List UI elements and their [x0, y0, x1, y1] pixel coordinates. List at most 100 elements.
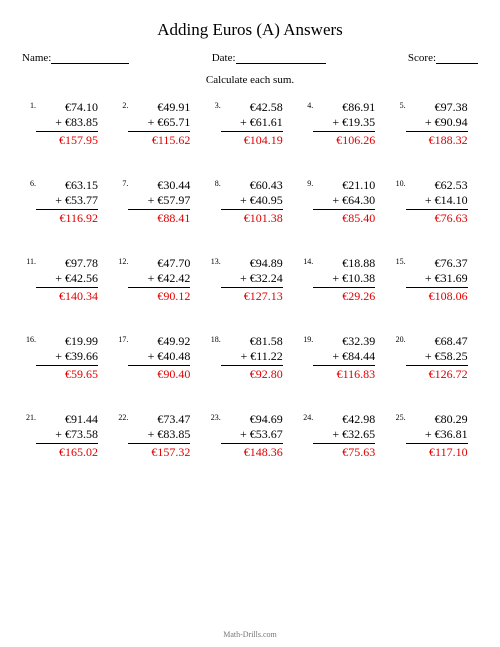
problems-grid: 1.€74.10+ €83.85€157.952.€49.91+ €65.71€… — [22, 100, 478, 460]
answer: €59.65 — [36, 366, 98, 382]
problem-stack: €42.98+ €32.65€75.63 — [313, 412, 375, 460]
answer: €115.62 — [128, 132, 190, 148]
addend-1: €94.89 — [221, 256, 283, 271]
problem-number: 12. — [114, 256, 128, 266]
problem-number: 9. — [299, 178, 313, 188]
problem-number: 10. — [392, 178, 406, 188]
problem: 22.€73.47+ €83.85€157.32 — [114, 412, 200, 460]
problem: 16.€19.99+ €39.66€59.65 — [22, 334, 108, 382]
problem: 19.€32.39+ €84.44€116.83 — [299, 334, 385, 382]
problem-stack: €81.58+ €11.22€92.80 — [221, 334, 283, 382]
problem: 4.€86.91+ €19.35€106.26 — [299, 100, 385, 148]
date-blank[interactable] — [236, 52, 326, 64]
problem: 8.€60.43+ €40.95€101.38 — [207, 178, 293, 226]
addend-2: + €10.38 — [313, 271, 375, 288]
problem-stack: €30.44+ €57.97€88.41 — [128, 178, 190, 226]
answer: €188.32 — [406, 132, 468, 148]
addend-1: €60.43 — [221, 178, 283, 193]
problem: 11.€97.78+ €42.56€140.34 — [22, 256, 108, 304]
addend-1: €62.53 — [406, 178, 468, 193]
problem: 6.€63.15+ €53.77€116.92 — [22, 178, 108, 226]
problem-stack: €76.37+ €31.69€108.06 — [406, 256, 468, 304]
name-label: Name: — [22, 52, 51, 64]
problem-number: 13. — [207, 256, 221, 266]
problem-number: 16. — [22, 334, 36, 344]
addend-2: + €11.22 — [221, 349, 283, 366]
addend-2: + €90.94 — [406, 115, 468, 132]
addend-2: + €36.81 — [406, 427, 468, 444]
problem-number: 24. — [299, 412, 313, 422]
problem-number: 6. — [22, 178, 36, 188]
answer: €75.63 — [313, 444, 375, 460]
problem-stack: €63.15+ €53.77€116.92 — [36, 178, 98, 226]
answer: €88.41 — [128, 210, 190, 226]
addend-1: €74.10 — [36, 100, 98, 115]
addend-2: + €73.58 — [36, 427, 98, 444]
footer-text: Math-Drills.com — [0, 630, 500, 639]
answer: €108.06 — [406, 288, 468, 304]
problem-stack: €94.69+ €53.67€148.36 — [221, 412, 283, 460]
problem: 5.€97.38+ €90.94€188.32 — [392, 100, 478, 148]
problem-number: 20. — [392, 334, 406, 344]
problem-number: 19. — [299, 334, 313, 344]
problem: 15.€76.37+ €31.69€108.06 — [392, 256, 478, 304]
addend-2: + €42.56 — [36, 271, 98, 288]
date-label: Date: — [212, 52, 236, 64]
problem-number: 8. — [207, 178, 221, 188]
name-blank[interactable] — [51, 52, 129, 64]
addend-1: €94.69 — [221, 412, 283, 427]
addend-1: €63.15 — [36, 178, 98, 193]
problem: 12.€47.70+ €42.42€90.12 — [114, 256, 200, 304]
problem-stack: €97.78+ €42.56€140.34 — [36, 256, 98, 304]
problem-number: 17. — [114, 334, 128, 344]
date-field: Date: — [212, 52, 326, 64]
answer: €85.40 — [313, 210, 375, 226]
name-field: Name: — [22, 52, 129, 64]
addend-1: €97.78 — [36, 256, 98, 271]
addend-1: €97.38 — [406, 100, 468, 115]
problem-number: 22. — [114, 412, 128, 422]
addend-1: €42.58 — [221, 100, 283, 115]
score-label: Score: — [408, 52, 436, 64]
answer: €106.26 — [313, 132, 375, 148]
problem-stack: €42.58+ €61.61€104.19 — [221, 100, 283, 148]
problem: 25.€80.29+ €36.81€117.10 — [392, 412, 478, 460]
addend-2: + €42.42 — [128, 271, 190, 288]
answer: €116.92 — [36, 210, 98, 226]
addend-1: €49.92 — [128, 334, 190, 349]
answer: €157.32 — [128, 444, 190, 460]
addend-1: €76.37 — [406, 256, 468, 271]
addend-1: €91.44 — [36, 412, 98, 427]
addend-2: + €61.61 — [221, 115, 283, 132]
answer: €140.34 — [36, 288, 98, 304]
problem: 10.€62.53+ €14.10€76.63 — [392, 178, 478, 226]
problem-number: 11. — [22, 256, 36, 266]
worksheet-page: Adding Euros (A) Answers Name: Date: Sco… — [0, 0, 500, 647]
header-row: Name: Date: Score: — [22, 52, 478, 64]
addend-2: + €53.67 — [221, 427, 283, 444]
answer: €117.10 — [406, 444, 468, 460]
addend-1: €81.58 — [221, 334, 283, 349]
answer: €116.83 — [313, 366, 375, 382]
addend-2: + €83.85 — [128, 427, 190, 444]
score-blank[interactable] — [436, 52, 478, 64]
addend-1: €47.70 — [128, 256, 190, 271]
addend-1: €80.29 — [406, 412, 468, 427]
answer: €148.36 — [221, 444, 283, 460]
problem-number: 5. — [392, 100, 406, 110]
problem: 9.€21.10+ €64.30€85.40 — [299, 178, 385, 226]
problem: 3.€42.58+ €61.61€104.19 — [207, 100, 293, 148]
addend-1: €73.47 — [128, 412, 190, 427]
problem: 23.€94.69+ €53.67€148.36 — [207, 412, 293, 460]
problem-number: 18. — [207, 334, 221, 344]
problem: 7.€30.44+ €57.97€88.41 — [114, 178, 200, 226]
problem-stack: €21.10+ €64.30€85.40 — [313, 178, 375, 226]
answer: €104.19 — [221, 132, 283, 148]
problem-number: 14. — [299, 256, 313, 266]
problem-number: 21. — [22, 412, 36, 422]
page-title: Adding Euros (A) Answers — [22, 20, 478, 40]
problem-number: 4. — [299, 100, 313, 110]
problem-stack: €60.43+ €40.95€101.38 — [221, 178, 283, 226]
addend-2: + €32.65 — [313, 427, 375, 444]
addend-2: + €31.69 — [406, 271, 468, 288]
